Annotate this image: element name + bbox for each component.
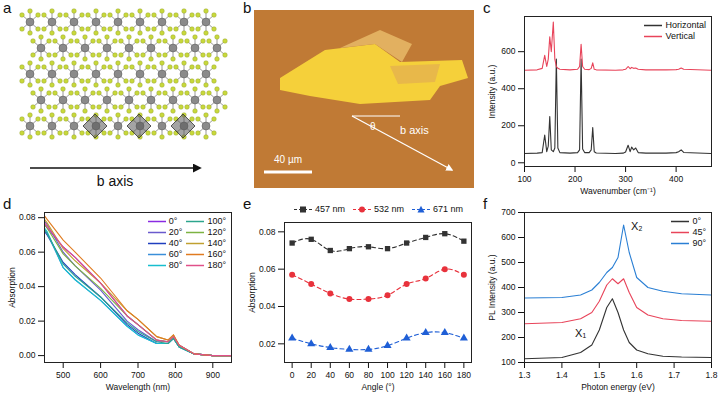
svg-text:0.04: 0.04 — [259, 301, 276, 311]
svg-text:1.3: 1.3 — [519, 370, 531, 380]
svg-text:40 µm: 40 µm — [274, 154, 302, 165]
html-text:a: a — [3, 0, 12, 16]
svg-text:500: 500 — [501, 257, 515, 267]
svg-text:600: 600 — [501, 46, 515, 56]
svg-text:200: 200 — [501, 332, 515, 342]
html-text:e: e — [243, 195, 252, 212]
svg-text:400: 400 — [501, 282, 515, 292]
svg-text:600: 600 — [501, 232, 515, 242]
html-text:180°: 180° — [207, 260, 226, 270]
html-text:160°: 160° — [207, 249, 226, 259]
html-text:Horizontal: Horizontal — [665, 20, 706, 30]
html-text:Vertical: Vertical — [665, 31, 695, 41]
html-text:40°: 40° — [168, 238, 183, 248]
svg-text:0.06: 0.06 — [19, 247, 36, 257]
svg-text:0: 0 — [290, 370, 295, 380]
svg-text:Wavenumber (cm⁻¹): Wavenumber (cm⁻¹) — [580, 186, 656, 196]
html-text:20°: 20° — [168, 227, 183, 237]
svg-text:20: 20 — [306, 370, 316, 380]
svg-text:X₂: X₂ — [631, 220, 643, 232]
svg-text:1.7: 1.7 — [668, 370, 680, 380]
svg-text:140: 140 — [419, 370, 433, 380]
svg-text:400: 400 — [501, 83, 515, 93]
svg-text:300: 300 — [618, 174, 632, 184]
svg-text:400: 400 — [669, 174, 683, 184]
html-text:532 nm: 532 nm — [374, 204, 405, 214]
svg-text:X₁: X₁ — [575, 327, 586, 339]
svg-text:Absorption: Absorption — [247, 272, 257, 313]
svg-text:1.8: 1.8 — [706, 370, 718, 380]
svg-text:Absorption: Absorption — [7, 267, 17, 308]
svg-text:900: 900 — [206, 370, 220, 380]
html-text:120°: 120° — [207, 227, 226, 237]
html-text:457 nm: 457 nm — [315, 204, 345, 214]
svg-text:Wavelength (nm): Wavelength (nm) — [106, 382, 171, 392]
svg-text:100: 100 — [501, 357, 515, 367]
html-text:45°: 45° — [692, 227, 706, 237]
svg-text:0.08: 0.08 — [259, 227, 276, 237]
svg-text:600: 600 — [94, 370, 108, 380]
svg-text:100: 100 — [380, 370, 394, 380]
svg-text:1.6: 1.6 — [631, 370, 643, 380]
html-text:140°: 140° — [207, 238, 226, 248]
svg-text:0.06: 0.06 — [259, 264, 276, 274]
svg-text:700: 700 — [131, 370, 145, 380]
svg-text:1.4: 1.4 — [556, 370, 568, 380]
svg-text:b axis: b axis — [400, 124, 429, 136]
svg-text:700: 700 — [501, 207, 515, 217]
html-text:d: d — [3, 195, 12, 212]
svg-text:Photon energy (eV): Photon energy (eV) — [581, 382, 655, 392]
svg-text:180: 180 — [457, 370, 471, 380]
html-text:60°: 60° — [168, 249, 183, 259]
html-text:100°: 100° — [207, 216, 226, 226]
html-text:671 nm: 671 nm — [433, 204, 464, 214]
html-text:0°: 0° — [168, 216, 178, 226]
svg-text:Intensity (a.u.): Intensity (a.u.) — [487, 64, 497, 118]
svg-text:θ: θ — [370, 121, 376, 132]
svg-text:0.04: 0.04 — [19, 281, 36, 291]
svg-text:0: 0 — [511, 158, 516, 168]
svg-text:200: 200 — [501, 120, 515, 130]
svg-text:0.00: 0.00 — [19, 350, 36, 360]
svg-text:1.5: 1.5 — [593, 370, 605, 380]
svg-text:100: 100 — [517, 174, 531, 184]
html-text:90°: 90° — [692, 238, 706, 248]
svg-text:500: 500 — [56, 370, 70, 380]
html-text:c: c — [483, 0, 491, 16]
html-text:b: b — [243, 0, 252, 16]
svg-text:300: 300 — [501, 307, 515, 317]
svg-text:0.02: 0.02 — [259, 339, 276, 349]
svg-text:800: 800 — [168, 370, 182, 380]
svg-text:120: 120 — [400, 370, 414, 380]
svg-text:80: 80 — [364, 370, 374, 380]
svg-text:160: 160 — [438, 370, 452, 380]
html-text:f: f — [483, 195, 488, 212]
svg-text:40: 40 — [326, 370, 336, 380]
svg-text:200: 200 — [568, 174, 582, 184]
svg-text:Angle (°): Angle (°) — [361, 382, 394, 392]
svg-text:0.02: 0.02 — [19, 316, 36, 326]
svg-text:PL Intensity (a.u.): PL Intensity (a.u.) — [487, 254, 497, 320]
html-text:80°: 80° — [168, 260, 183, 270]
svg-text:0.08: 0.08 — [19, 212, 36, 222]
svg-text:60: 60 — [345, 370, 355, 380]
html-text:0°: 0° — [692, 216, 701, 226]
svg-text:b axis: b axis — [97, 173, 134, 189]
